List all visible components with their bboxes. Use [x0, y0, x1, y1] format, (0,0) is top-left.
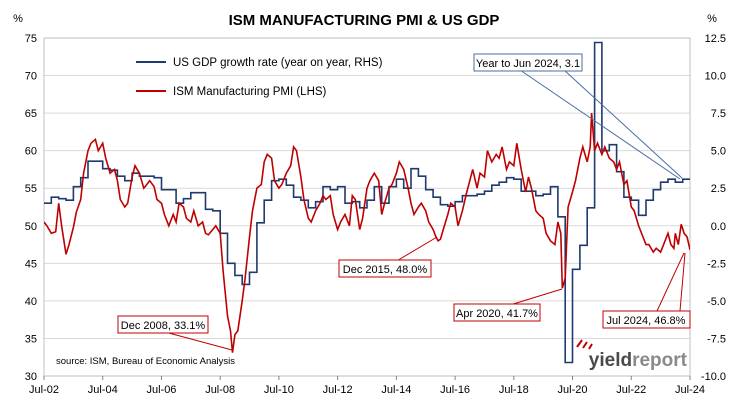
- right-tick-label: -7.5: [707, 333, 726, 345]
- source-note: source: ISM, Bureau of Economic Analysis: [56, 356, 235, 367]
- annotation-dec2008-text: Dec 2008, 33.1%: [121, 320, 206, 332]
- x-tick-label: Jul-20: [558, 384, 588, 396]
- annotation-gdp-box: [473, 53, 583, 72]
- annotation-dec2015: Dec 2015, 48.0%: [338, 236, 438, 278]
- legend: US GDP growth rate (year on year, RHS) I…: [136, 57, 383, 98]
- left-tick-label: 55: [25, 183, 37, 195]
- x-axis-ticks: Jul-02 Jul-04 Jul-06 Jul-08 Jul-10 Jul-12 Jul-…: [29, 376, 705, 396]
- annotation-gdp-text: Year to Jun 2024, 3.1: [476, 58, 580, 70]
- left-tick-label: 75: [25, 33, 37, 45]
- right-tick-label: -10.0: [701, 371, 726, 383]
- right-tick-label: 12.5: [705, 33, 726, 45]
- x-tick-label: Jul-10: [264, 384, 294, 396]
- left-tick-label: 30: [25, 371, 37, 383]
- x-tick-label: Jul-02: [29, 384, 59, 396]
- logo: yieldreport: [576, 339, 688, 371]
- left-axis-unit: %: [13, 13, 23, 25]
- legend-label-gdp: US GDP growth rate (year on year, RHS): [173, 57, 383, 69]
- annotation-dec2015-text: Dec 2015, 48.0%: [343, 264, 428, 276]
- annotation-apr2020: Apr 2020, 41.7%: [453, 288, 563, 322]
- x-tick-label: Jul-12: [323, 384, 353, 396]
- right-tick-label: 5.0: [711, 146, 726, 158]
- x-tick-label: Jul-18: [499, 384, 529, 396]
- series-line-gdp: [44, 41, 690, 364]
- annotation-dec2015-box: [338, 259, 432, 278]
- left-tick-label: 40: [25, 296, 37, 308]
- legend-label-pmi: ISM Manufacturing PMI (LHS): [173, 86, 327, 98]
- annotation-gdp: Year to Jun 2024, 3.1: [473, 53, 683, 180]
- annotation-apr2020-leader: [509, 288, 563, 306]
- annotation-dec2008: Dec 2008, 33.1%: [117, 315, 233, 351]
- series-layer: [44, 41, 690, 364]
- x-tick-label: Jul-06: [146, 384, 176, 396]
- x-tick-label: Jul-14: [381, 384, 411, 396]
- left-tick-label: 65: [25, 108, 37, 120]
- annotation-apr2020-box: [453, 303, 541, 322]
- logo-part-report: report: [632, 350, 688, 371]
- x-tick-label: Jul-04: [88, 384, 118, 396]
- left-tick-label: 35: [25, 333, 37, 345]
- chart-title: ISM MANUFACTURING PMI & US GDP: [229, 12, 500, 29]
- annotation-dec2008-leader: [164, 331, 233, 351]
- annotation-apr2020-text: Apr 2020, 41.7%: [456, 308, 538, 320]
- annotation-jul2024: Jul 2024, 46.8%: [602, 252, 691, 329]
- x-tick-label: Jul-08: [205, 384, 235, 396]
- left-tick-label: 50: [25, 221, 37, 233]
- left-tick-label: 60: [25, 146, 37, 158]
- right-tick-label: 0.0: [711, 221, 726, 233]
- right-tick-label: 2.5: [711, 183, 726, 195]
- annotation-gdp-leader-1: [563, 69, 683, 179]
- series-line-pmi: [44, 113, 690, 353]
- left-tick-label: 45: [25, 258, 37, 270]
- annotation-jul2024-leader-1: [656, 252, 685, 312]
- right-axis-ticks: -10.0 -7.5 -5.0 -2.5 0.0 2.5 5.0 7.5 10.0 12.5: [701, 33, 726, 383]
- x-tick-label: Jul-22: [616, 384, 646, 396]
- annotation-dec2008-box: [117, 315, 209, 334]
- logo-part-yield: yield: [589, 350, 632, 371]
- annotation-jul2024-text: Jul 2024, 46.8%: [607, 315, 686, 327]
- annotation-dec2015-leader: [394, 236, 438, 263]
- right-tick-label: -5.0: [707, 296, 726, 308]
- annotation-jul2024-leader-2: [679, 252, 686, 312]
- plot-frame: [43, 37, 691, 377]
- left-axis-ticks: 30 35 40 45 50 55 60 65 70 75: [25, 33, 37, 383]
- x-tick-label: Jul-16: [440, 384, 470, 396]
- annotation-gdp-leader-2: [519, 69, 681, 180]
- left-tick-label: 70: [25, 71, 37, 83]
- annotation-jul2024-box: [602, 310, 691, 329]
- right-tick-label: -2.5: [707, 258, 726, 270]
- right-tick-label: 10.0: [705, 71, 726, 83]
- logo-mark-icon: [576, 339, 593, 350]
- x-tick-label: Jul-24: [675, 384, 705, 396]
- right-tick-label: 7.5: [711, 108, 726, 120]
- right-axis-unit: %: [707, 13, 717, 25]
- logo-text: yieldreport: [589, 350, 688, 371]
